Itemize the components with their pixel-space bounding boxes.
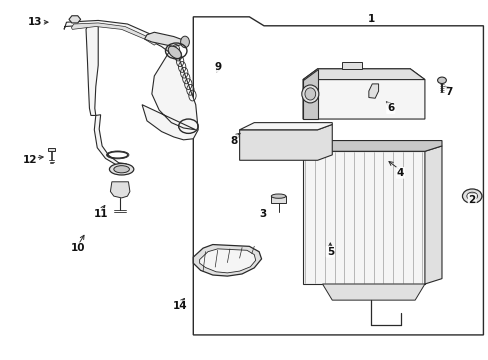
Text: 8: 8 [230, 136, 237, 145]
Ellipse shape [305, 88, 315, 100]
Polygon shape [239, 125, 331, 160]
Polygon shape [110, 182, 130, 198]
Text: 10: 10 [70, 243, 85, 253]
Ellipse shape [109, 163, 134, 175]
Text: 9: 9 [214, 62, 221, 72]
Polygon shape [94, 115, 126, 166]
Text: 7: 7 [445, 87, 452, 97]
Polygon shape [69, 16, 81, 23]
Text: 13: 13 [27, 17, 42, 27]
Text: 4: 4 [396, 168, 404, 178]
Polygon shape [199, 249, 255, 273]
Ellipse shape [437, 77, 446, 84]
Polygon shape [271, 196, 285, 203]
Ellipse shape [114, 166, 129, 173]
Polygon shape [341, 62, 361, 69]
Circle shape [462, 189, 481, 203]
Polygon shape [424, 146, 441, 284]
Polygon shape [303, 69, 424, 119]
Ellipse shape [180, 36, 189, 48]
Text: 14: 14 [172, 301, 187, 311]
Polygon shape [239, 123, 331, 130]
Polygon shape [86, 21, 98, 116]
Polygon shape [368, 84, 378, 98]
Polygon shape [144, 32, 184, 46]
Text: 6: 6 [386, 103, 394, 113]
Ellipse shape [301, 85, 318, 103]
Text: 1: 1 [367, 14, 374, 24]
Ellipse shape [271, 194, 285, 198]
Text: 5: 5 [326, 247, 333, 257]
Text: 12: 12 [22, 155, 37, 165]
Polygon shape [142, 44, 198, 140]
Ellipse shape [168, 46, 181, 59]
Text: 2: 2 [468, 195, 475, 205]
Polygon shape [322, 284, 424, 300]
Text: 11: 11 [93, 209, 108, 219]
Polygon shape [64, 21, 176, 54]
Text: 3: 3 [258, 209, 265, 219]
Polygon shape [193, 244, 261, 276]
Circle shape [466, 192, 477, 200]
Polygon shape [48, 148, 55, 151]
Polygon shape [303, 69, 424, 80]
Polygon shape [303, 151, 424, 284]
Polygon shape [303, 69, 317, 119]
Polygon shape [71, 23, 157, 45]
Polygon shape [303, 140, 441, 151]
